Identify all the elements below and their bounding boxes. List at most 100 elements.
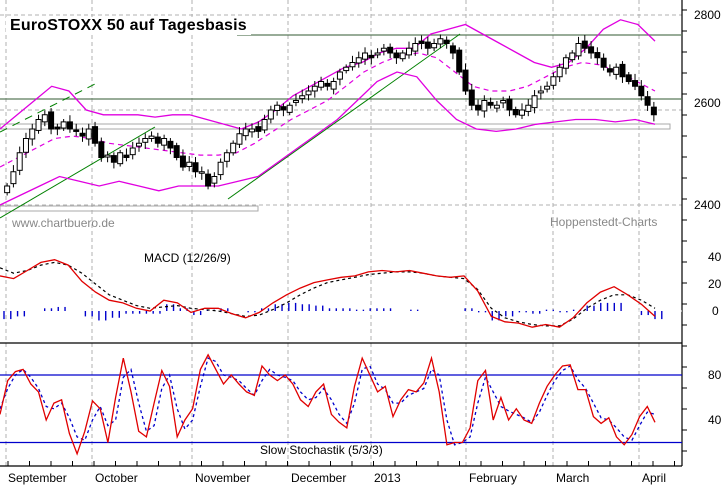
bollinger-lower [0, 71, 656, 206]
candlestick [613, 66, 620, 75]
candlestick [305, 90, 312, 96]
candlestick [531, 95, 538, 109]
candlestick [98, 141, 105, 158]
candlestick [92, 126, 99, 144]
stoch-k-line [0, 353, 656, 456]
candlestick [198, 171, 205, 174]
month-label-march: March [556, 471, 590, 485]
watermark-chartbuero: www.chartbuero.de [12, 216, 115, 230]
candlestick [135, 142, 142, 147]
candlestick [311, 85, 318, 92]
candlestick [123, 154, 130, 158]
candlestick [211, 176, 218, 184]
candlestick [22, 138, 29, 153]
candlestick [29, 128, 36, 140]
candlestick [632, 80, 639, 87]
month-label-december: December [291, 471, 347, 485]
candlestick [73, 129, 80, 132]
candlestick [550, 76, 557, 86]
candlestick [525, 104, 532, 112]
candlestick [475, 104, 482, 111]
candlestick [519, 109, 526, 116]
candlestick [154, 136, 161, 144]
candlestick [387, 46, 394, 54]
candlestick [418, 40, 425, 44]
candlestick [236, 133, 243, 145]
candlestick [4, 185, 11, 194]
candlestick [286, 104, 293, 113]
candlestick [267, 109, 274, 120]
candlestick [650, 106, 657, 116]
candlestick [493, 104, 500, 109]
candlestick [142, 138, 149, 143]
candlestick [556, 66, 563, 78]
candlestick [619, 63, 626, 78]
month-label-october: October [95, 471, 138, 485]
macd-tick-40: 40 [708, 250, 722, 264]
candlestick [500, 100, 507, 104]
candlestick [223, 152, 230, 162]
candlestick [249, 128, 256, 133]
candlestick [638, 85, 645, 97]
candlestick [581, 40, 588, 49]
candlestick [179, 155, 186, 168]
month-label-november: November [195, 471, 251, 485]
candlestick [393, 52, 400, 59]
stoch-tick-40: 40 [708, 413, 722, 427]
macd-label: MACD (12/26/9) [144, 251, 231, 265]
candlestick [399, 52, 406, 60]
candlestick [318, 81, 325, 88]
candlestick [625, 74, 632, 82]
stochastic-label: Slow Stochastik (5/3/3) [260, 443, 383, 457]
candlestick [575, 43, 582, 57]
candlestick [242, 128, 249, 137]
candlestick [405, 47, 412, 56]
candlestick [324, 82, 331, 87]
candlestick [606, 68, 613, 73]
candlestick [506, 98, 513, 111]
candlestick [129, 147, 136, 156]
candlestick [431, 43, 438, 49]
candlestick [343, 66, 350, 72]
month-label-april: April [642, 471, 667, 485]
candlestick [110, 155, 117, 163]
candlestick [644, 96, 651, 106]
candlestick [443, 39, 450, 44]
candlestick [186, 161, 193, 168]
candlestick [437, 38, 444, 45]
candlestick [449, 45, 456, 54]
candlestick [261, 119, 268, 131]
candlestick [85, 128, 92, 140]
candlestick [48, 111, 55, 130]
candlestick [600, 57, 607, 68]
candlestick [562, 57, 569, 69]
price-tick-2800: 2800 [694, 8, 721, 22]
bollinger-upper [0, 19, 656, 130]
candlestick [588, 46, 595, 54]
candlestick [117, 152, 124, 165]
macd-signal-line [0, 261, 656, 327]
candlestick [280, 106, 287, 111]
candlestick [35, 119, 42, 131]
month-label-february: February [469, 471, 518, 485]
candlestick [424, 41, 431, 49]
candlestick [274, 104, 281, 111]
support-box-lower [0, 205, 259, 212]
candlestick [167, 140, 174, 149]
candlestick [349, 62, 356, 68]
candlestick [594, 52, 601, 59]
candlestick [217, 161, 224, 176]
support-box-upper [0, 123, 671, 130]
candlestick [481, 100, 488, 112]
trendline-left [0, 126, 156, 219]
candlestick [104, 154, 111, 158]
candlestick [330, 81, 337, 90]
candlestick [299, 95, 306, 100]
candlestick [173, 145, 180, 158]
watermark-hoppenstedt: Hoppenstedt-Charts [550, 215, 658, 229]
candlestick [16, 152, 23, 171]
stoch-d-line [0, 357, 656, 446]
candlestick [512, 109, 519, 116]
month-label-2013: 2013 [374, 471, 401, 485]
